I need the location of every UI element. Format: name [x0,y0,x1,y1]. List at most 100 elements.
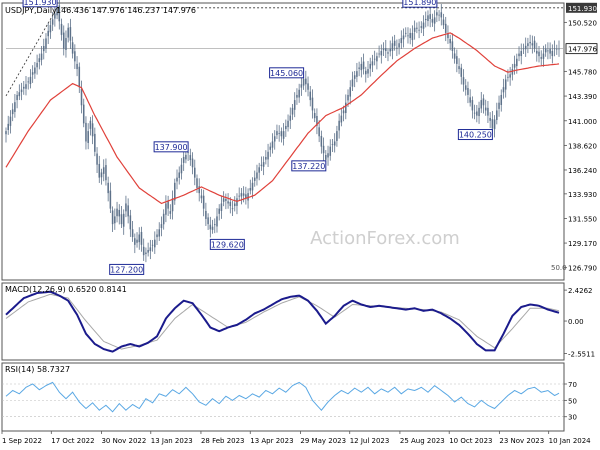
candle-body [11,109,14,115]
x-axis: 1 Sep 2022 17 Oct 2022 30 Nov 2022 13 Jan 2… [1,431,592,445]
candle-body [49,25,52,33]
candle-body [80,88,83,106]
candle-body [256,172,258,179]
price-tick-label: 131.550 [568,215,597,223]
price-label-box [291,160,327,172]
candle-body [98,163,101,178]
candle-body [360,63,363,71]
candle-body [393,40,396,46]
candle-body [547,50,549,52]
candle-body [38,58,41,63]
candle-body [127,205,129,217]
candle-body [496,110,498,121]
candle-body [9,116,12,126]
candle-body [287,120,289,128]
candle-body [120,214,123,225]
candle-body [487,107,489,116]
candle-body [140,231,143,245]
x-tick-label: 1 Sep 2022 [2,437,42,445]
candle-body [329,146,332,156]
candle-body [480,100,483,109]
candle-body [407,35,409,37]
candle-body [220,203,223,211]
candle-body [307,83,309,90]
candle-body [147,249,149,253]
candle-body [422,22,425,29]
candle-body [202,195,205,209]
candle-body [258,167,260,173]
candle-body [469,97,471,103]
price-label: 127.200 [110,265,143,274]
candle-body [511,69,514,75]
candle-body [107,182,109,194]
candle-body [518,53,520,57]
candle-body [194,167,196,178]
price-label: 140.250 [459,131,492,140]
candle-body [102,167,105,174]
candle-body [69,27,72,41]
symbol-label: USDJPY,Daily [5,6,57,15]
candle-body [247,193,249,201]
candle-body [349,87,352,97]
dashed-trend-line [5,7,58,97]
candle-body [462,77,465,85]
candle-body [493,119,496,130]
candle-body [167,201,169,209]
candle-body [384,48,387,51]
candle-body [382,48,385,51]
candle-body [245,194,247,199]
candle-body [449,38,451,44]
candle-body [345,102,347,114]
candle-body [438,14,440,16]
price-label: 151.890 [403,0,436,7]
candle-body [404,32,407,34]
candle-body [191,158,194,168]
candle-body [96,153,98,165]
candle-body [520,50,523,57]
candle-body [504,79,507,90]
candle-body [260,164,263,167]
candle-body [418,29,420,31]
candle-body [114,216,116,224]
fibo-label: 50.0 [551,264,567,272]
candle-body [347,94,349,101]
candle-body [373,58,376,60]
candle-body [427,15,429,22]
candle-body [240,193,243,197]
price-candles [5,0,560,263]
candle-body [265,156,267,160]
candle-body [134,238,136,245]
candle-body [358,67,360,69]
x-tick-label: 13 Apr 2023 [250,437,293,445]
candle-body [389,48,391,52]
x-tick-label: 10 Jan 2024 [549,437,592,445]
candle-body [440,12,443,18]
candle-body [138,234,141,243]
candle-body [327,153,329,158]
candle-body [189,155,192,161]
price-tick-label: 143.390 [568,93,597,101]
x-tick-label: 30 Nov 2022 [101,437,146,445]
candle-body [536,50,538,54]
candle-body [238,195,240,197]
price-label-box [402,0,438,8]
candle-body [65,38,67,50]
candle-body [236,198,238,206]
candle-body [322,145,325,154]
candle-body [551,50,554,57]
macd-tick-label: 0.00 [568,318,584,326]
candle-body [278,133,280,134]
candle-body [29,76,32,85]
rsi-line [5,381,560,413]
candle-body [213,224,216,226]
price-tick-label: 129.170 [568,240,597,248]
candle-body [473,112,476,114]
candle-body [16,94,18,101]
candle-body [100,172,103,178]
candle-body [171,198,174,212]
candle-body [416,27,418,29]
candle-body [242,193,245,196]
candle-body [296,94,298,98]
candle-body [313,113,316,119]
candle-body [156,234,158,238]
